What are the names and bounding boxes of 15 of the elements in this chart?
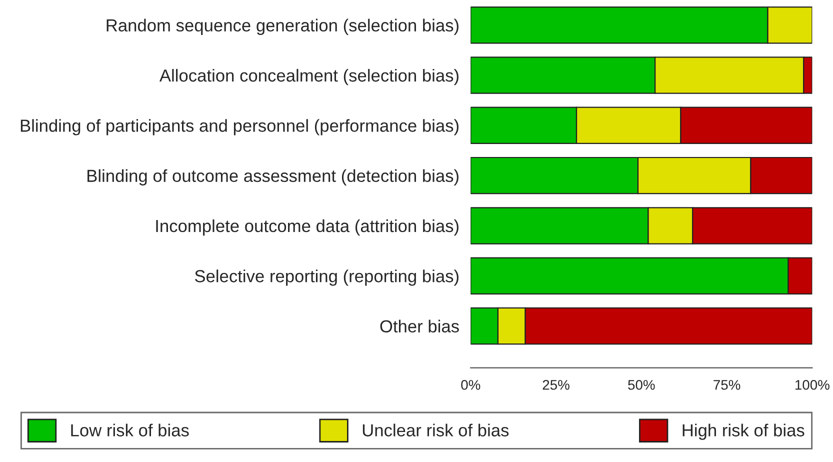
y-tick-label: Other bias (380, 320, 459, 332)
y-tick-label: Incomplete outcome data (attrition bias) (156, 219, 458, 236)
x-tick-label: 50% (628, 380, 655, 390)
y-tick-label: Selective reporting (reporting bias) (194, 270, 458, 286)
legend-label: Low risk of bias (71, 424, 189, 436)
legend-label: Unclear risk of bias (362, 424, 509, 436)
legend-label: High risk of bias (682, 424, 804, 440)
x-tick-label: 75% (714, 380, 740, 390)
y-tick-label: Blinding of participants and personnel (performance bias) (20, 119, 458, 136)
x-tick-label: 25% (542, 380, 570, 390)
y-tick-label: Random sequence generation (selection bias) (106, 18, 458, 35)
x-tick-label: 0% (461, 380, 480, 390)
x-tick-label: 100% (795, 380, 830, 390)
y-tick-label: Allocation concealment (selection bias) (159, 68, 458, 86)
y-tick-label: Blinding of outcome assessment (detection bias) (88, 169, 458, 186)
